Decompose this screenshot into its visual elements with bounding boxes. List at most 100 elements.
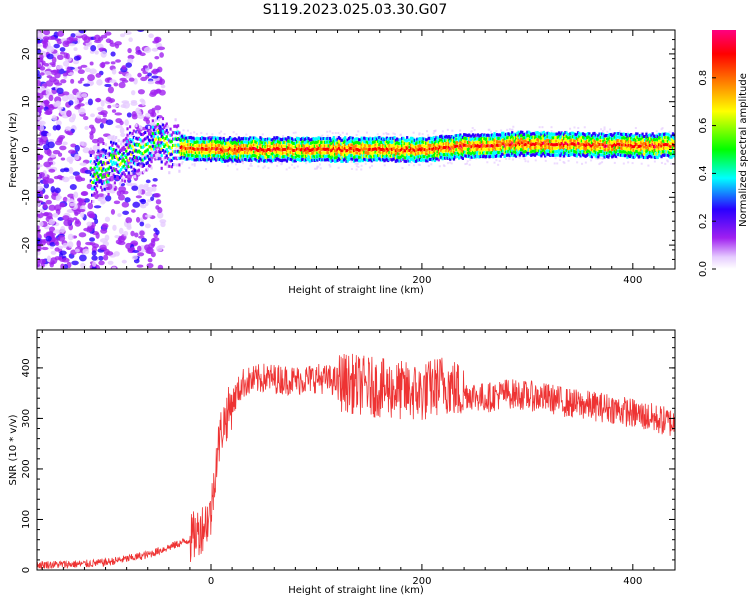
heatmap-cell <box>244 143 247 147</box>
colorbar-tick-label: 0.6 <box>698 118 709 134</box>
heatmap-cell <box>147 132 151 136</box>
heatmap-cell <box>527 148 530 152</box>
heatmap-cell <box>656 134 659 138</box>
heatmap-cell <box>350 146 353 150</box>
heatmap-cell <box>201 143 204 147</box>
heatmap-cell <box>545 142 548 146</box>
heatmap-cell <box>298 144 301 148</box>
heatmap-cell <box>57 217 64 221</box>
heatmap-cell <box>146 141 149 145</box>
heatmap-cell <box>277 157 280 161</box>
heatmap-cell <box>114 235 120 239</box>
heatmap-cell <box>136 264 144 268</box>
heatmap-cell <box>421 140 424 144</box>
heatmap-cell <box>301 137 304 141</box>
heatmap-cell <box>616 135 619 139</box>
heatmap-cell <box>330 152 333 156</box>
heatmap-cell <box>487 137 490 141</box>
heatmap-cell <box>302 136 305 140</box>
heatmap-cell <box>422 158 425 162</box>
heatmap-cell <box>51 69 59 73</box>
heatmap-cell <box>516 135 519 139</box>
heatmap-cell <box>483 147 486 151</box>
heatmap-cell <box>423 141 427 145</box>
heatmap-cell <box>188 166 191 169</box>
heatmap-cell <box>563 147 566 151</box>
heatmap-cell <box>480 136 483 140</box>
heatmap-cell <box>585 132 588 136</box>
heatmap-cell <box>344 136 347 140</box>
heatmap-cell <box>299 152 302 156</box>
heatmap-cell <box>555 135 558 139</box>
heatmap-cell <box>298 140 301 144</box>
heatmap-cell <box>242 162 245 165</box>
heatmap-cell <box>656 145 659 149</box>
heatmap-cell <box>168 132 171 136</box>
heatmap-cell <box>347 147 351 151</box>
heatmap-cell <box>622 132 625 136</box>
heatmap-cell <box>115 148 118 152</box>
heatmap-cell <box>379 140 382 144</box>
heatmap-cell <box>504 153 507 157</box>
heatmap-cell <box>369 140 372 144</box>
heatmap-cell <box>514 147 518 151</box>
heatmap-cell <box>44 99 50 107</box>
heatmap-cell <box>392 136 395 140</box>
heatmap-cell <box>183 138 186 142</box>
heatmap-cell <box>233 154 237 158</box>
heatmap-cell <box>351 147 354 151</box>
heatmap-cell <box>127 58 134 64</box>
heatmap-cell <box>536 131 539 135</box>
heatmap-cell <box>77 208 86 213</box>
heatmap-cell <box>380 148 383 152</box>
heatmap-cell <box>660 137 663 141</box>
heatmap-cell <box>208 150 211 154</box>
heatmap-cell <box>487 154 490 158</box>
heatmap-cell <box>574 132 577 136</box>
heatmap-cell <box>99 160 103 164</box>
heatmap-cell <box>154 132 157 136</box>
heatmap-cell <box>49 76 57 83</box>
heatmap-cell <box>171 137 175 141</box>
heatmap-cell <box>121 178 124 182</box>
heatmap-cell <box>601 161 604 164</box>
heatmap-cell <box>45 80 54 87</box>
heatmap-cell <box>297 143 300 147</box>
heatmap-cell <box>651 139 654 143</box>
heatmap-cell <box>363 136 366 140</box>
heatmap-cell <box>637 148 640 152</box>
heatmap-cell <box>127 177 130 181</box>
heatmap-cell <box>160 166 163 170</box>
heatmap-cell <box>437 158 440 162</box>
heatmap-cell <box>495 147 499 151</box>
heatmap-cell <box>103 155 106 159</box>
heatmap-cell <box>221 159 224 163</box>
heatmap-cell <box>643 149 647 153</box>
heatmap-cell <box>113 187 116 191</box>
heatmap-cell <box>373 140 376 144</box>
heatmap-cell <box>130 140 133 144</box>
heatmap-cell <box>480 133 483 137</box>
heatmap-cell <box>145 179 151 184</box>
heatmap-cell <box>134 149 137 153</box>
heatmap-cell <box>518 132 521 136</box>
heatmap-cell <box>307 154 310 158</box>
heatmap-cell <box>308 152 311 156</box>
heatmap-cell <box>298 155 301 159</box>
heatmap-cell <box>93 179 96 183</box>
heatmap-cell <box>110 61 116 65</box>
heatmap-cell <box>387 155 390 159</box>
heatmap-cell <box>124 197 131 203</box>
heatmap-cell <box>578 149 581 153</box>
heatmap-cell <box>159 157 162 161</box>
heatmap-cell <box>252 154 256 158</box>
heatmap-cell <box>337 157 340 161</box>
heatmap-cell <box>139 98 145 103</box>
heatmap-cell <box>331 158 334 162</box>
heatmap-cell <box>581 139 585 143</box>
heatmap-cell <box>432 153 435 157</box>
heatmap-cell <box>194 158 197 162</box>
heatmap-cell <box>475 134 478 138</box>
heatmap-cell <box>62 40 70 48</box>
heatmap-cell <box>414 138 418 142</box>
